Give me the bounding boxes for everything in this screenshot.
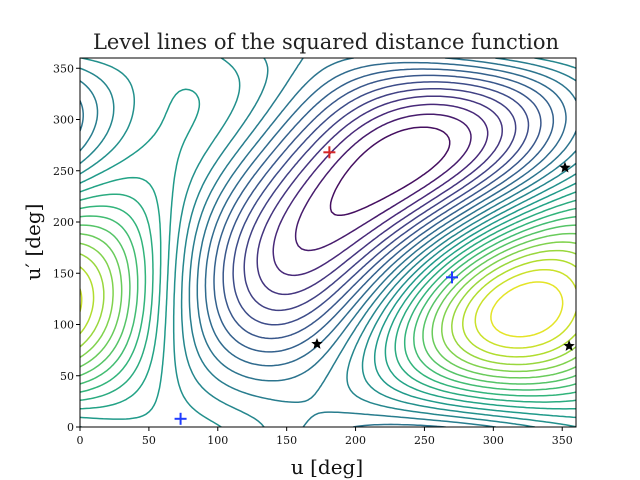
contour-level: [490, 281, 564, 338]
contour-level: [272, 103, 489, 277]
contour-level: [80, 176, 576, 410]
x-axis-ticks: 0 50 100 150 200 250 300 350: [77, 427, 573, 447]
x-tick-label: 300: [483, 434, 504, 447]
contour-level: [256, 95, 503, 296]
x-tick-label: 100: [207, 434, 228, 447]
y-tick-label: 200: [53, 216, 74, 229]
y-tick-label: 250: [53, 165, 74, 178]
contour-level: [80, 258, 576, 358]
contour-level: [80, 88, 576, 420]
y-tick-label: 0: [67, 421, 74, 434]
contour-level: [232, 81, 530, 326]
contour-level: [80, 58, 576, 427]
contour-level: [80, 241, 576, 373]
contour-level: [80, 249, 576, 366]
y-tick-label: 100: [53, 319, 74, 332]
plot-frame: [79, 57, 577, 428]
minimum-marker: [446, 271, 458, 284]
x-axis-label: u [deg]: [291, 455, 363, 479]
contour-level: [294, 113, 472, 252]
contour-level: [80, 58, 576, 427]
critical-point-markers: [174, 146, 575, 425]
y-axis-ticks: 0 50 100 150 200 250 300 350: [53, 62, 80, 434]
y-tick-label: 50: [60, 370, 74, 383]
y-tick-label: 300: [53, 114, 74, 127]
saddle-marker: [563, 340, 575, 351]
x-tick-label: 200: [345, 434, 366, 447]
saddle-marker: [559, 161, 571, 173]
y-axis-label: u′ [deg]: [21, 204, 45, 281]
x-tick-label: 0: [77, 434, 84, 447]
minimum-marker: [174, 412, 187, 425]
maximum-marker: [323, 146, 336, 159]
contour-level: [329, 126, 451, 217]
contour-level: [80, 232, 576, 379]
x-tick-label: 50: [142, 434, 156, 447]
x-tick-label: 150: [276, 434, 297, 447]
contour-level: [213, 68, 555, 353]
y-tick-label: 150: [53, 267, 74, 280]
contour-level: [243, 87, 517, 312]
contour-level: [80, 193, 576, 403]
y-tick-label: 350: [53, 62, 74, 75]
contour-level: [222, 74, 542, 340]
x-tick-label: 250: [414, 434, 435, 447]
contour-level: [80, 215, 576, 391]
contour-level: [80, 58, 576, 427]
contour-level: [80, 224, 576, 385]
contour-level: [80, 205, 576, 397]
x-tick-label: 350: [552, 434, 573, 447]
contour-level: [80, 58, 576, 427]
contour-lines: [80, 58, 576, 427]
saddle-marker: [311, 338, 323, 349]
chart-title: Level lines of the squared distance func…: [93, 30, 559, 54]
